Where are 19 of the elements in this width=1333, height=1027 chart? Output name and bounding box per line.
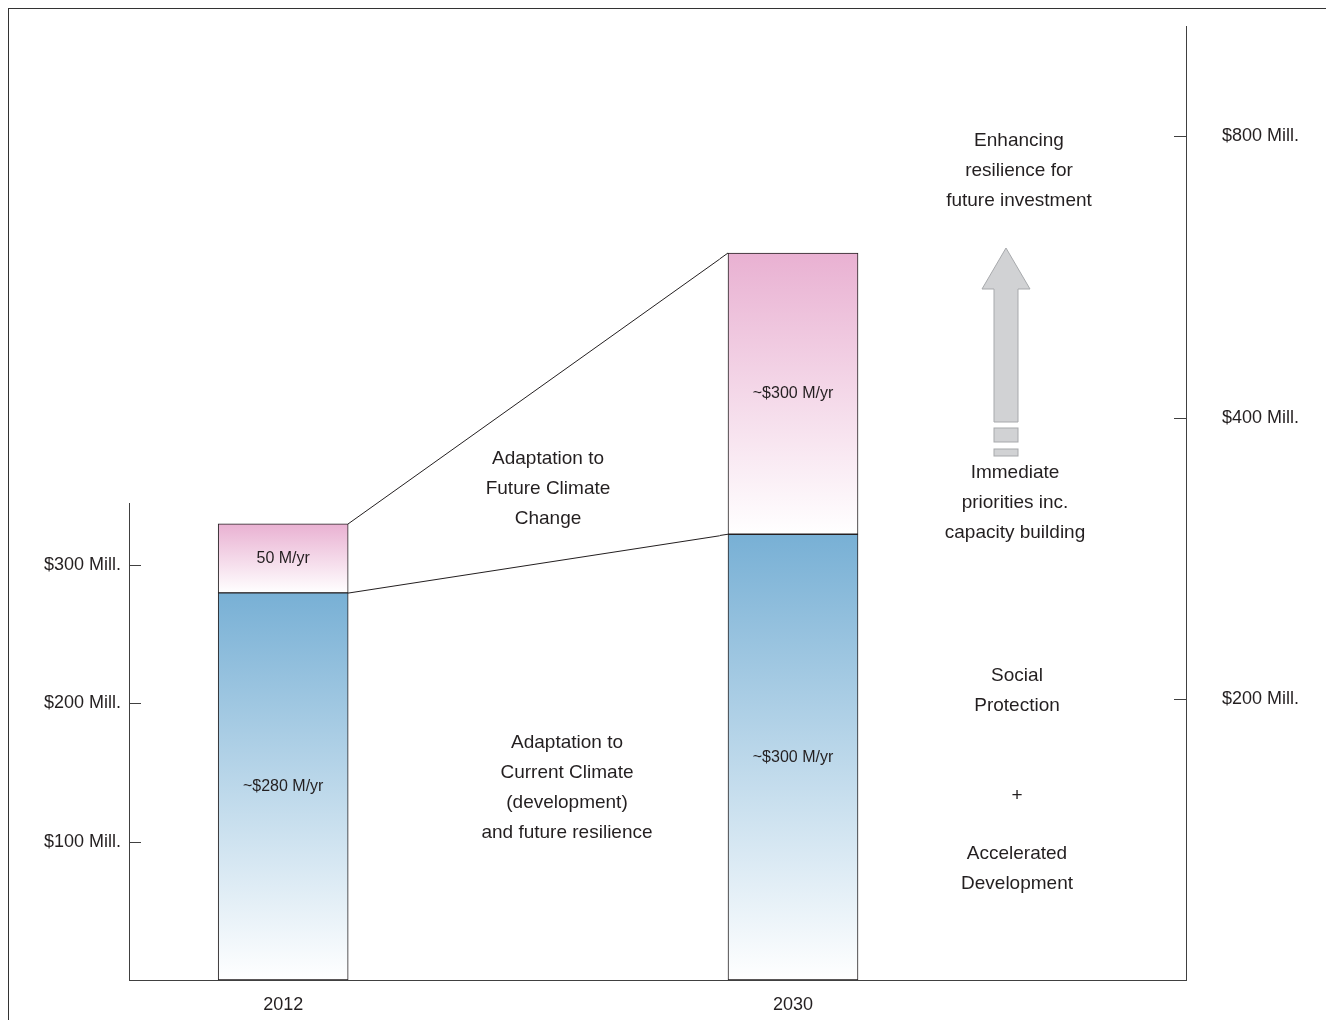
y-tick-label: $400 Mill. (1222, 406, 1300, 427)
y-tick-label: $800 Mill. (1222, 125, 1300, 146)
y-tick-label: $300 Mill. (43, 554, 121, 575)
data-label: ~$280 M/yr (242, 776, 325, 794)
annotation: + (1011, 783, 1023, 807)
data-label: ~$300 M/yr (752, 384, 834, 402)
annotation: Accelerated Development (961, 841, 1073, 895)
y-tick-label: $200 Mill. (1222, 687, 1300, 708)
annotation: Enhancing resilience for future investment (946, 128, 1092, 212)
data-label: 50 M/yr (256, 548, 311, 566)
y-tick-label: $100 Mill. (43, 830, 121, 851)
x-tick-label: 2012 (263, 993, 304, 1014)
x-tick-label: 2030 (772, 993, 814, 1014)
text: Adaptation to Current Climate (development) and future resilience (481, 730, 653, 844)
y-tick-label: $200 Mill. (43, 692, 121, 713)
annotation: Immediate priorities inc. capacity building (944, 460, 1086, 544)
annotation: Social Protection (974, 663, 1060, 717)
data-label: ~$300 M/yr (752, 747, 834, 765)
text: Adaptation to Future Climate Change (485, 446, 611, 530)
